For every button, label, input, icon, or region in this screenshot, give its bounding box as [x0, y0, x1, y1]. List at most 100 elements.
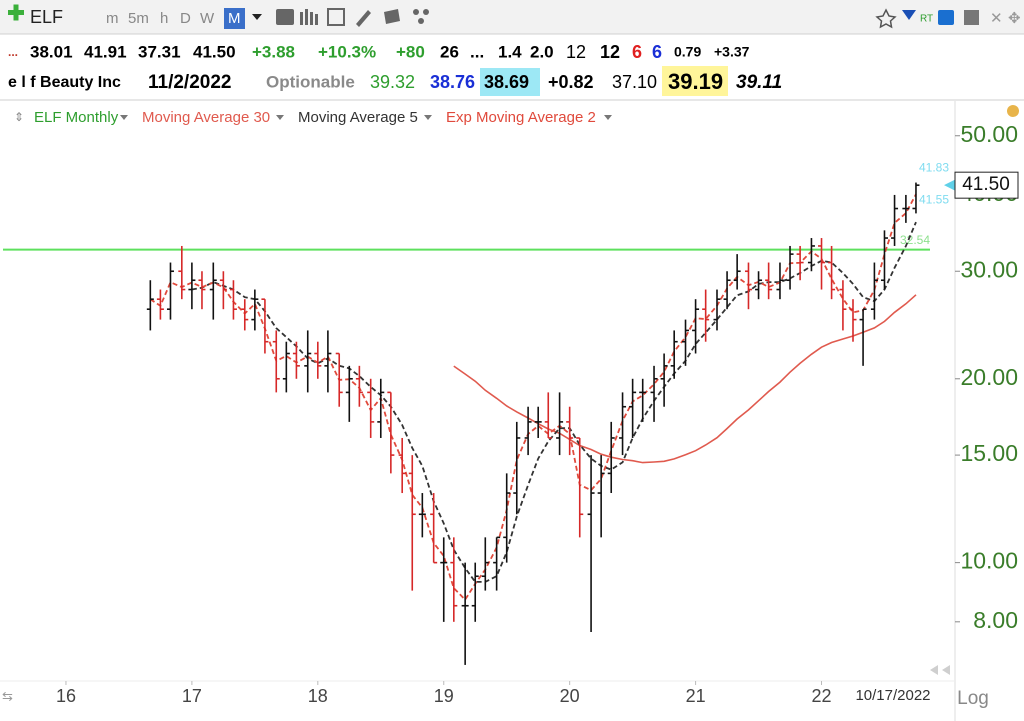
ohlc-bar — [670, 330, 678, 379]
svg-text:RT: RT — [920, 14, 933, 25]
x-tick-label: 19 — [434, 686, 454, 706]
ohlc-bar — [818, 238, 826, 290]
legend-dropdown — [424, 115, 432, 120]
quote-field: 37.31 — [138, 42, 181, 61]
ohlc-bar — [902, 194, 910, 223]
x-tick-label: 22 — [812, 686, 832, 706]
quote-field: +10.3% — [318, 42, 376, 61]
right-icons[interactable]: RT ✕ ✥ — [875, 8, 1021, 29]
ohlc-bar — [556, 392, 564, 456]
ohlc-bar — [198, 271, 206, 310]
x-tick-label: 18 — [308, 686, 328, 706]
ohlc-bar — [849, 299, 857, 342]
quote-field: 39.32 — [370, 72, 415, 92]
ohlc-bar — [744, 262, 752, 310]
quote-field: 12 — [600, 42, 620, 62]
ohlc-bar — [566, 406, 574, 456]
ohlc-bar — [387, 391, 395, 474]
add-icon[interactable] — [8, 4, 24, 21]
quote-field: 0.79 — [674, 44, 701, 60]
quote-field: 1.4 — [498, 42, 522, 61]
ohlc-bar — [619, 392, 627, 456]
x-tick-label: 17 — [182, 686, 202, 706]
ohlc-bar — [713, 289, 721, 331]
dropdown-arrow[interactable] — [252, 14, 262, 20]
ohlc-bar — [146, 280, 154, 331]
last-price-label: 41.50 — [962, 174, 1010, 195]
scroll-icon[interactable]: ⇆ — [2, 688, 13, 703]
quote-field: ... — [470, 42, 484, 61]
ohlc-bar — [156, 289, 164, 320]
quote-field: +3.37 — [714, 44, 750, 60]
quote-field: +0.82 — [548, 72, 594, 92]
ohlc-bar — [524, 406, 532, 456]
quote-field: 38.01 — [30, 42, 73, 61]
ohlc-bar — [377, 378, 385, 438]
timeframe-button[interactable]: D — [180, 10, 191, 27]
timeframe-button[interactable]: m — [106, 10, 119, 27]
y-tick-label: 8.00 — [973, 607, 1018, 633]
legend-dropdown — [276, 115, 284, 120]
settings-icon[interactable] — [1007, 105, 1019, 117]
timeframe-button[interactable]: W — [200, 10, 215, 27]
symbol[interactable]: ELF — [30, 7, 63, 27]
ohlc-bar — [639, 378, 647, 422]
ohlc-bar — [765, 262, 773, 300]
ohlc-bar — [503, 473, 511, 563]
timeframe-button[interactable]: h — [160, 10, 168, 27]
ohlc-bar — [251, 289, 259, 331]
moving-average-line — [453, 294, 917, 464]
ohlc-bar — [418, 493, 426, 538]
ohlc-bar — [261, 298, 269, 354]
legend-dropdown — [604, 115, 612, 120]
ohlc-bar — [723, 271, 731, 310]
ohlc-bar — [807, 238, 815, 272]
ohlc-bar — [367, 378, 375, 438]
x-tick-label: 16 — [56, 686, 76, 706]
quote-field: 38.76 — [430, 72, 475, 92]
moving-average-line — [191, 221, 917, 583]
date-label: 10/17/2022 — [855, 687, 930, 704]
ohlc-bar — [229, 280, 237, 320]
timeframe-button[interactable]: M — [228, 10, 241, 27]
x-tick-label: 20 — [560, 686, 580, 706]
ohlc-bar — [607, 421, 615, 494]
ohlc-bar — [241, 299, 249, 331]
ohlc-bar — [335, 352, 343, 407]
ohlc-bar — [776, 262, 784, 300]
ohlc-bar — [440, 537, 448, 622]
ohlc-bar — [314, 341, 322, 379]
ohlc-bar — [534, 406, 542, 438]
ohlc-bar — [324, 330, 332, 393]
quote-field: 2.0 — [530, 42, 554, 61]
toolbar — [0, 0, 1024, 34]
side-label: 41.83 — [919, 160, 949, 174]
tool-icons[interactable] — [276, 8, 429, 27]
ohlc-bar — [461, 562, 469, 665]
legend-entry: Exp Moving Average 2 — [446, 109, 596, 126]
svg-text:✕: ✕ — [990, 10, 1003, 27]
ohlc-bar — [209, 262, 217, 320]
quote-field: 39.19 — [668, 69, 723, 94]
quote-field: 41.50 — [193, 42, 236, 61]
ohlc-bar — [178, 245, 186, 300]
legend-entry: Moving Average 5 — [298, 109, 418, 126]
last-highlight — [662, 66, 728, 96]
ohlc-bar — [576, 437, 584, 538]
ohlc-bar — [839, 280, 847, 331]
timeframe-button[interactable]: 5m — [128, 10, 149, 27]
ohlc-bar — [544, 392, 552, 439]
ohlc-bar — [481, 537, 489, 591]
y-tick-label: 50.00 — [960, 121, 1018, 147]
quote-field: 11/2/2022 — [148, 72, 231, 93]
ohlc-bar — [650, 365, 658, 422]
ohlc-bar — [304, 330, 312, 393]
quote-field: e l f Beauty Inc — [8, 74, 121, 91]
ohlc-bar — [493, 536, 501, 591]
ohlc-bar — [292, 341, 300, 379]
ohlc-bar — [355, 365, 363, 407]
scale-label: Log — [957, 688, 989, 709]
ohlc-bar — [166, 262, 174, 320]
zoom-arrows[interactable] — [930, 665, 950, 675]
quote-field: Optionable — [266, 72, 355, 91]
